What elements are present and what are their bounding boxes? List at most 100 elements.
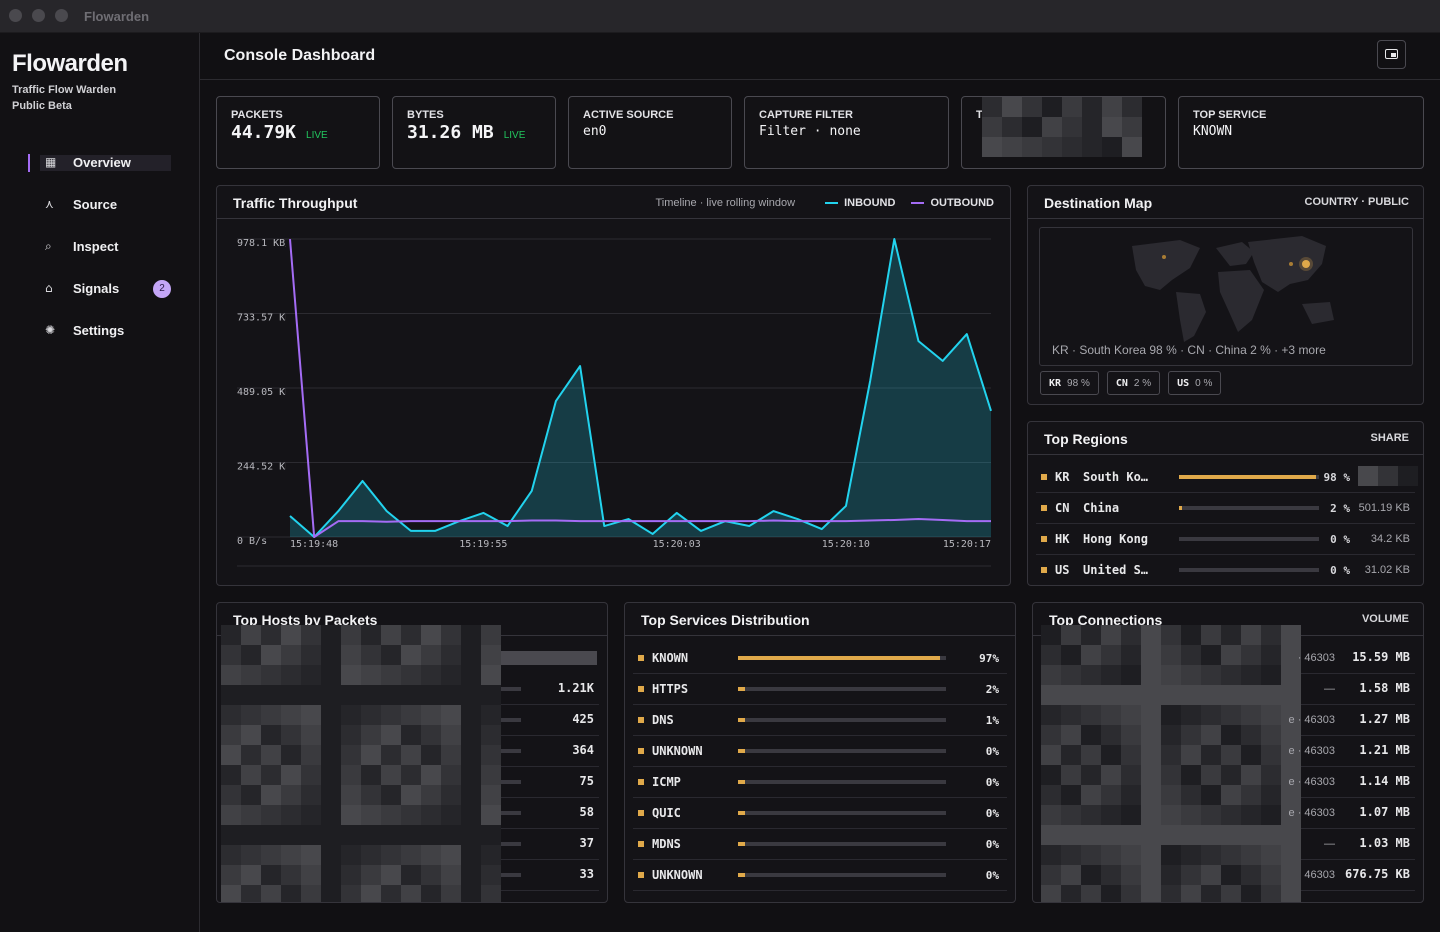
- redacted-pixel: [301, 645, 321, 665]
- stat-label: ACTIVE SOURCE: [583, 109, 674, 121]
- redacted-pixel: [1201, 685, 1221, 705]
- window-close[interactable]: [9, 9, 22, 22]
- redacted-pixel: [301, 805, 321, 825]
- redacted-pixel: [1101, 645, 1121, 665]
- redacted-pixel: [341, 785, 361, 805]
- redacted-pixel: [421, 805, 441, 825]
- redacted-pixel: [1141, 805, 1161, 825]
- redacted-pixel: [1281, 725, 1301, 745]
- share-bar-cap: [738, 811, 745, 815]
- redacted-pixel: [221, 805, 241, 825]
- row-divider: [501, 735, 599, 736]
- toggle-icon: [1385, 49, 1398, 59]
- throughput-panel: Traffic Throughput Timeline · live rolli…: [216, 185, 1011, 586]
- redacted-pixel: [321, 745, 341, 765]
- share-track: [1179, 506, 1319, 510]
- redacted-pixel: [481, 805, 501, 825]
- share-bar-cap: [738, 749, 745, 753]
- redacted-pixel: [261, 665, 281, 685]
- region-name: Hong Kong: [1083, 532, 1149, 546]
- redacted-pixel: [1141, 645, 1161, 665]
- redacted-pixel: [1141, 785, 1161, 805]
- redacted-pixel: [221, 865, 241, 885]
- redacted-pixel: [1221, 625, 1241, 645]
- redacted-pixel: [1141, 685, 1161, 705]
- redacted-pixel: [421, 725, 441, 745]
- redacted-pixel: [1261, 745, 1281, 765]
- top-connections-panel: Top Connections VOLUME · 46303 15.59 MB — 1…: [1032, 602, 1424, 903]
- redacted-pixel: [1221, 785, 1241, 805]
- redacted-pixel: [1042, 117, 1062, 137]
- redacted-pixel: [1261, 625, 1281, 645]
- y-tick-label: 733.57 KB/s: [237, 313, 303, 324]
- layout-toggle[interactable]: [1377, 40, 1406, 69]
- redacted-pixel: [1201, 825, 1221, 845]
- row-divider: [1301, 735, 1415, 736]
- redacted-pixel: [1241, 805, 1261, 825]
- connection-volume: 1.58 MB: [1359, 681, 1410, 695]
- legend-item: INBOUND: [825, 197, 895, 209]
- redacted-pixel: [1181, 665, 1201, 685]
- world-map: [1132, 236, 1334, 342]
- redacted-pixel: [401, 765, 421, 785]
- redacted-pixel: [1061, 865, 1081, 885]
- redacted-pixel: [461, 785, 481, 805]
- redacted-pixel: [1121, 845, 1141, 865]
- redacted-pixel: [1281, 625, 1301, 645]
- redacted-pixel: [1061, 645, 1081, 665]
- redacted-pixel: [1201, 665, 1221, 685]
- redacted-pixel: [381, 745, 401, 765]
- nav-item[interactable]: ▦ Overview: [28, 154, 171, 172]
- region-marker: [1041, 474, 1047, 480]
- redacted-pixel: [361, 825, 381, 845]
- redacted-pixel: [241, 745, 261, 765]
- redacted-pixel: [1181, 625, 1201, 645]
- redacted-pixel: [361, 865, 381, 885]
- redacted-pixel: [1281, 685, 1301, 705]
- redacted-pixel: [1241, 645, 1261, 665]
- redacted-pixel: [261, 885, 281, 902]
- redacted-pixel: [341, 645, 361, 665]
- redacted-pixel: [1281, 645, 1301, 665]
- window-zoom[interactable]: [55, 9, 68, 22]
- service-name: KNOWN: [652, 651, 689, 665]
- redacted-pixel: [381, 625, 401, 645]
- region-row: CN China 2 % 501.19 KB: [1036, 493, 1415, 524]
- map-chip: CN 2 %: [1106, 371, 1161, 395]
- redacted-pixel: [461, 665, 481, 685]
- redacted-pixel: [361, 885, 381, 902]
- continent: [1216, 242, 1254, 266]
- redacted-pixel: [421, 705, 441, 725]
- redacted-pixel: [1061, 805, 1081, 825]
- redacted-pixel: [1061, 825, 1081, 845]
- nav-item[interactable]: ✺ Settings: [28, 322, 171, 340]
- x-tick-label: 15:19:55: [459, 539, 507, 550]
- redacted-pixel: [481, 645, 501, 665]
- nav-item[interactable]: ⌂ Signals 2: [28, 280, 171, 298]
- region-share: 98 %: [1323, 471, 1351, 484]
- region-row: KR South Ko… 98 %: [1036, 462, 1418, 493]
- redacted-pixel: [421, 865, 441, 885]
- redacted-pixel: [221, 845, 241, 865]
- redacted-pixel: [421, 685, 441, 705]
- nav-item[interactable]: ⌕ Inspect: [28, 238, 171, 256]
- redacted-pixel: [341, 705, 361, 725]
- redacted-pixel: [461, 625, 481, 645]
- service-marker: [638, 655, 644, 661]
- nav-item[interactable]: ⋏ Source: [28, 196, 171, 214]
- redacted-pixel: [481, 885, 501, 902]
- host-count: 75: [579, 774, 594, 788]
- connection-peer: 46303: [1304, 869, 1335, 881]
- map-chip: KR 98 %: [1040, 371, 1099, 395]
- window-minimize[interactable]: [32, 9, 45, 22]
- redacted-pixel: [1081, 785, 1101, 805]
- redacted-pixel: [1121, 885, 1141, 902]
- series-area: [290, 239, 991, 538]
- redacted-pixel: [1082, 137, 1102, 157]
- region-code: HK: [1055, 532, 1070, 546]
- redacted-pixel: [341, 865, 361, 885]
- connection-volume: 1.27 MB: [1359, 712, 1410, 726]
- redacted-pixel: [481, 825, 501, 845]
- throughput-chart: 978.1 KB/s 733.57 KB/s 489.05 KB/s 244.52 K…: [237, 238, 992, 567]
- nav-icon: ⋏: [45, 197, 54, 211]
